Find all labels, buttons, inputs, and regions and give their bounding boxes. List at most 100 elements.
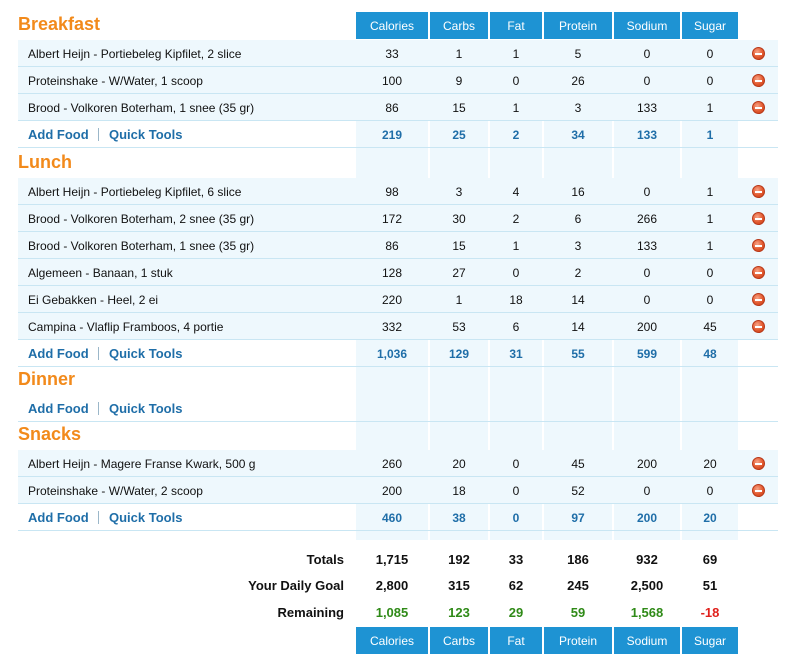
food-name[interactable]: Algemeen - Banaan, 1 stuk [28, 265, 173, 280]
bottom-header-carbs: Carbs [430, 627, 488, 654]
delete-entry-icon[interactable] [752, 239, 765, 252]
food-name[interactable]: Proteinshake - W/Water, 1 scoop [28, 73, 203, 88]
meal-total-protein: 97 [571, 510, 585, 525]
meal-total-fat: 31 [509, 346, 523, 361]
nutrient-calories-value: 172 [381, 211, 403, 226]
nutrient-carbs-value: 9 [455, 73, 463, 88]
nutrient-fat-value: 6 [512, 319, 520, 334]
bottom-header-protein: Protein [544, 627, 612, 654]
delete-entry-icon[interactable] [752, 457, 765, 470]
nutrient-sodium-value: 200 [636, 319, 658, 334]
row-divider [18, 339, 778, 340]
quick-tools-link[interactable]: Quick Tools [109, 346, 183, 361]
nutrient-sodium-value: 0 [643, 265, 651, 280]
delete-entry-icon[interactable] [752, 47, 765, 60]
meal-total-sugar: 1 [706, 127, 714, 142]
meal-total-protein: 34 [571, 127, 585, 142]
top-header-sugar: Sugar [682, 12, 738, 39]
meal-total-carbs [430, 395, 488, 422]
food-name[interactable]: Albert Heijn - Portiebeleg Kipfilet, 2 s… [28, 46, 242, 61]
row-divider [18, 312, 778, 313]
add-food-link[interactable]: Add Food [28, 401, 89, 416]
meal-total-calories [356, 395, 428, 422]
row-divider [18, 231, 778, 232]
food-name[interactable]: Brood - Volkoren Boterham, 1 snee (35 gr… [28, 238, 255, 253]
meal-title-dinner: Dinner [18, 369, 76, 389]
nutrient-protein-value: 3 [574, 238, 582, 253]
food-name[interactable]: Proteinshake - W/Water, 2 scoop [28, 483, 203, 498]
quick-tools-link[interactable]: Quick Tools [109, 127, 183, 142]
meal-total-calories: 460 [381, 510, 403, 525]
nutrient-carbs-value: 53 [452, 319, 466, 334]
row-background [18, 477, 778, 504]
row-divider [18, 258, 778, 259]
nutrient-carbs-value: 30 [452, 211, 466, 226]
add-food-link[interactable]: Add Food [28, 510, 89, 525]
delete-entry-icon[interactable] [752, 484, 765, 497]
nutrient-sodium-value: 133 [636, 238, 658, 253]
row-divider [18, 204, 778, 205]
meal-total-carbs: 129 [448, 346, 470, 361]
nutrient-protein-value: 14 [571, 319, 585, 334]
nutrient-calories-value: 332 [381, 319, 403, 334]
top-header-protein: Protein [544, 12, 612, 39]
remaining-sugar: -18 [700, 605, 720, 620]
remaining-fat: 29 [508, 605, 524, 620]
quick-tools-link[interactable]: Quick Tools [109, 401, 183, 416]
delete-entry-icon[interactable] [752, 293, 765, 306]
food-name[interactable]: Brood - Volkoren Boterham, 2 snee (35 gr… [28, 211, 255, 226]
add-food-link[interactable]: Add Food [28, 127, 89, 142]
totals-carbs: 192 [448, 552, 470, 567]
meal-total-fat: 0 [512, 510, 520, 525]
totals-calories: 1,715 [375, 552, 409, 567]
meal-total-sugar: 48 [703, 346, 717, 361]
nutrient-sugar-value: 0 [706, 73, 714, 88]
remaining-row: Remaining 1,085 123 29 59 1,568 -18 [18, 599, 778, 626]
nutrient-fat-value: 1 [512, 238, 520, 253]
remaining-protein: 59 [570, 605, 586, 620]
nutrient-fat-value: 0 [512, 265, 520, 280]
nutrient-protein-value: 16 [571, 184, 585, 199]
nutrient-calories-value: 200 [381, 483, 403, 498]
delete-entry-icon[interactable] [752, 74, 765, 87]
delete-entry-icon[interactable] [752, 212, 765, 225]
food-entry-row: Campina - Vlaflip Framboos, 4 portie 332 5… [18, 313, 778, 340]
meal-total-sodium: 200 [636, 510, 658, 525]
meal-total-protein [544, 395, 612, 422]
delete-entry-icon[interactable] [752, 101, 765, 114]
meal-total-sugar: 20 [703, 510, 717, 525]
nutrient-sugar-value: 20 [703, 456, 717, 471]
row-divider [18, 147, 778, 148]
bottom-header-sodium: Sodium [614, 627, 680, 654]
nutrient-sugar-value: 0 [706, 265, 714, 280]
nutrient-sodium-value: 266 [636, 211, 658, 226]
nutrient-protein-value: 2 [574, 265, 582, 280]
totals-row: Totals 1,715 192 33 186 932 69 [18, 546, 778, 573]
delete-entry-icon[interactable] [752, 266, 765, 279]
nutrient-protein-value: 52 [571, 483, 585, 498]
quick-tools-link[interactable]: Quick Tools [109, 510, 183, 525]
nutrient-calories-value: 220 [381, 292, 403, 307]
food-name[interactable]: Albert Heijn - Magere Franse Kwark, 500 … [28, 456, 256, 471]
food-entry-row: Albert Heijn - Portiebeleg Kipfilet, 2 s… [18, 40, 778, 67]
nutrient-sugar-value: 1 [706, 211, 714, 226]
link-separator [98, 347, 99, 360]
nutrient-carbs-value: 18 [452, 483, 466, 498]
food-name[interactable]: Albert Heijn - Portiebeleg Kipfilet, 6 s… [28, 184, 242, 199]
daily-goal-calories: 2,800 [375, 578, 409, 593]
food-name[interactable]: Brood - Volkoren Boterham, 1 snee (35 gr… [28, 100, 255, 115]
food-name[interactable]: Ei Gebakken - Heel, 2 ei [28, 292, 159, 307]
bottom-header-fat: Fat [490, 627, 542, 654]
food-name[interactable]: Campina - Vlaflip Framboos, 4 portie [28, 319, 224, 334]
totals-sugar: 69 [702, 552, 718, 567]
delete-entry-icon[interactable] [752, 185, 765, 198]
nutrient-fat-value: 2 [512, 211, 520, 226]
nutrient-calories-value: 128 [381, 265, 403, 280]
meal-total-carbs: 38 [452, 510, 466, 525]
nutrient-sugar-value: 1 [706, 238, 714, 253]
food-entry-row: Brood - Volkoren Boterham, 1 snee (35 gr… [18, 94, 778, 121]
nutrient-carbs-value: 15 [452, 238, 466, 253]
meal-total-carbs: 25 [452, 127, 466, 142]
add-food-link[interactable]: Add Food [28, 346, 89, 361]
delete-entry-icon[interactable] [752, 320, 765, 333]
